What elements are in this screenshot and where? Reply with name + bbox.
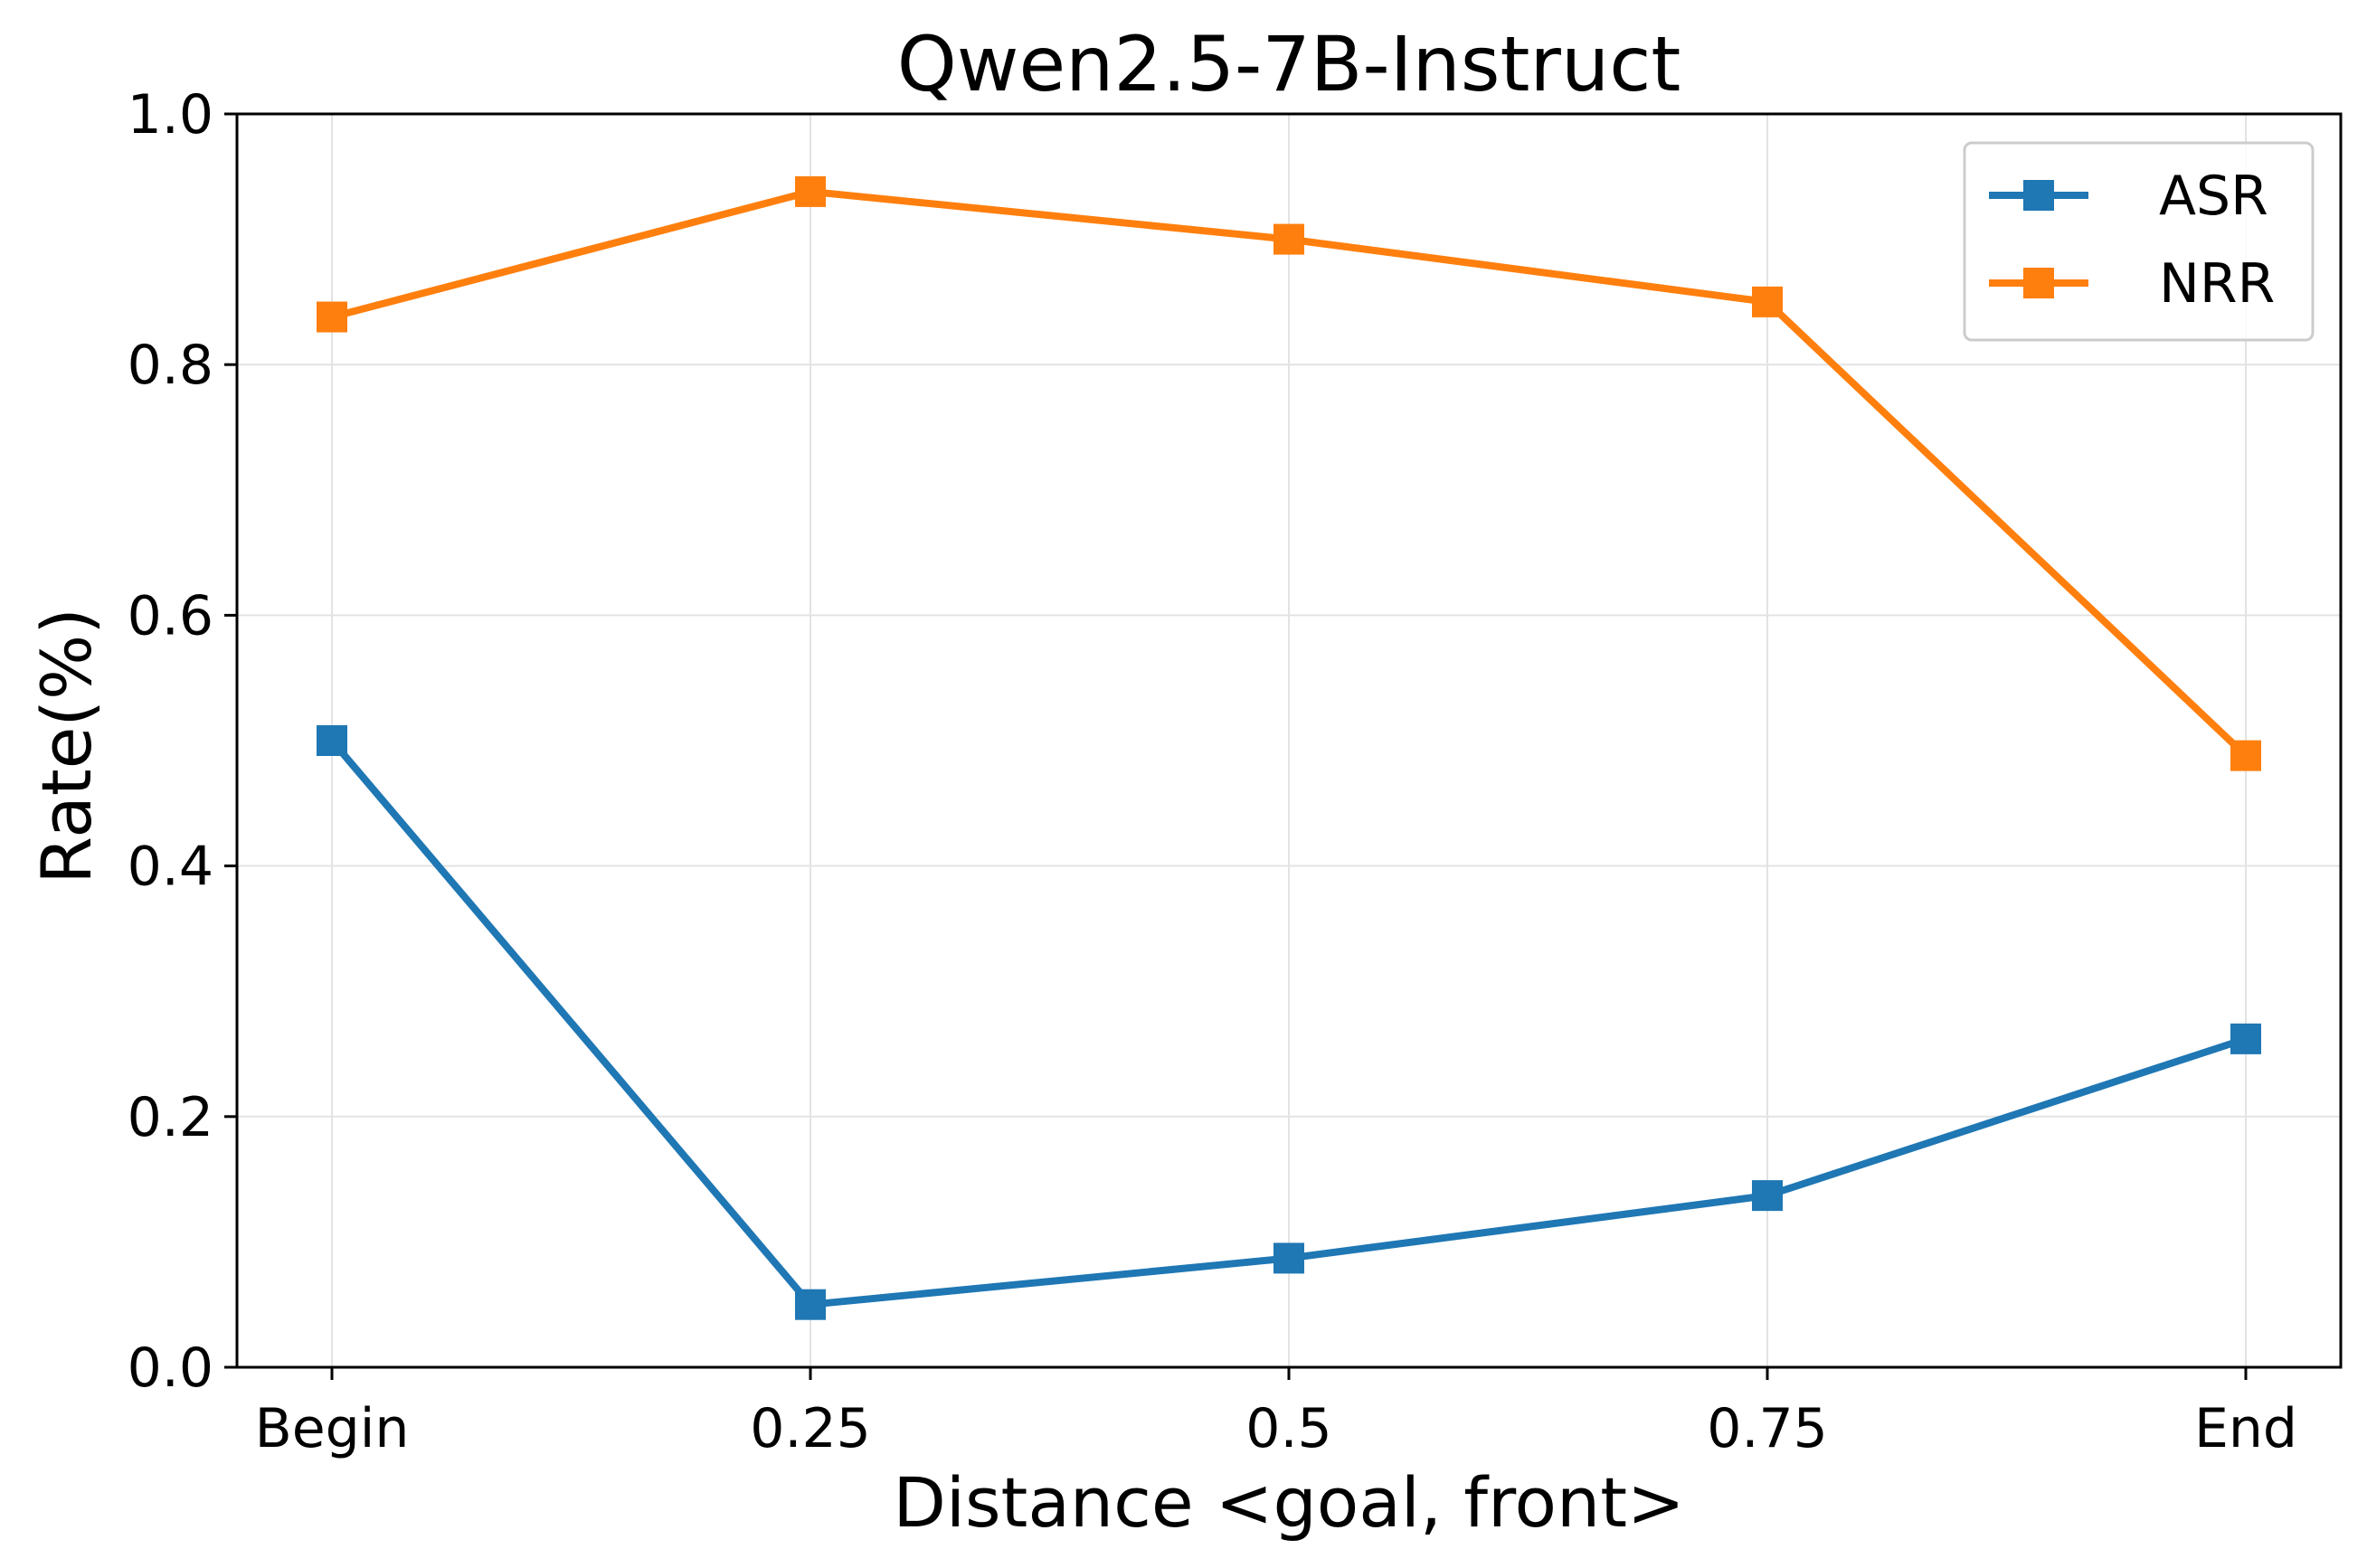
x-tick-label: 0.5 <box>1245 1397 1331 1460</box>
legend-item-asr: ASR <box>1989 165 2268 228</box>
series-asr <box>317 725 2261 1320</box>
data-point-nrr <box>1752 286 1783 317</box>
x-tick-label: 0.25 <box>750 1397 871 1460</box>
x-tick-label: 0.75 <box>1707 1397 1828 1460</box>
y-axis-label: Rate(%) <box>26 608 107 884</box>
legend-marker <box>2023 180 2054 211</box>
legend-label: NRR <box>2159 252 2275 316</box>
legend: ASR NRR <box>1963 141 2315 342</box>
y-tick-label: 0.2 <box>128 1086 213 1149</box>
x-tick-label: End <box>2194 1397 2297 1460</box>
data-point-nrr <box>2230 740 2261 771</box>
series-layer <box>317 175 2261 1320</box>
y-tick-label: 0.0 <box>128 1337 213 1400</box>
data-point-asr <box>1752 1180 1783 1212</box>
data-point-nrr <box>1273 223 1304 255</box>
legend-label: ASR <box>2159 165 2268 228</box>
y-tick-label: 0.8 <box>128 334 213 397</box>
data-point-asr <box>1273 1242 1304 1274</box>
y-tick-label: 0.4 <box>128 836 213 899</box>
legend-marker <box>2023 268 2054 298</box>
y-tick-label: 1.0 <box>128 83 213 146</box>
data-point-asr <box>795 1289 826 1320</box>
data-point-nrr <box>795 175 826 207</box>
data-point-nrr <box>317 301 347 333</box>
data-point-asr <box>317 725 347 756</box>
x-tick-label: Begin <box>255 1397 410 1460</box>
legend-item-nrr: NRR <box>1989 252 2275 316</box>
data-point-asr <box>2230 1023 2261 1054</box>
series-nrr <box>317 175 2261 771</box>
x-axis-label: Distance <goal, front> <box>893 1462 1684 1543</box>
chart-title: Qwen2.5-7B-Instruct <box>897 20 1681 109</box>
y-tick-label: 0.6 <box>128 584 213 647</box>
axes: 0.0 0.2 0.4 0.6 0.8 1.0 Begin 0.25 0.5 0.75 End <box>128 83 2297 1460</box>
